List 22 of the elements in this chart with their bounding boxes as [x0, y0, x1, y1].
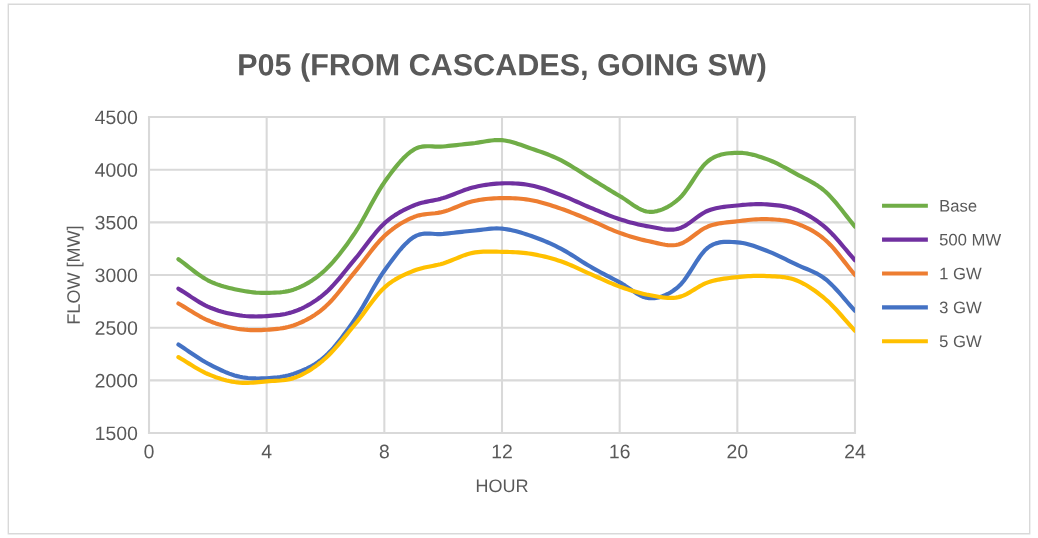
legend-label: Base	[940, 200, 977, 212]
x-tick-label: 8	[379, 444, 389, 459]
y-tick-label: 4000	[95, 163, 138, 177]
y-tick-label: 2500	[95, 321, 138, 335]
x-axis-title: HOUR	[476, 479, 528, 493]
y-tick-label: 3500	[95, 215, 138, 230]
y-tick-label: 1500	[96, 426, 138, 441]
y-tick-label: 2000	[95, 373, 138, 388]
x-tick-label: 16	[610, 444, 630, 459]
x-tick-label: 20	[727, 444, 748, 459]
x-tick-label: 24	[845, 444, 866, 459]
y-tick-label: 3000	[95, 268, 138, 283]
legend-label: 3 GW	[939, 301, 982, 314]
legend-label: 500 MW	[939, 233, 1002, 246]
y-tick-label: 4500	[95, 110, 138, 125]
x-tick-label: 12	[492, 444, 512, 459]
y-axis-title: FLOW [MW]	[66, 226, 84, 324]
legend-label: 1 GW	[940, 267, 982, 280]
x-tick-label: 0	[144, 444, 154, 459]
x-tick-label: 4	[261, 444, 272, 459]
chart-title: P05 (FROM CASCADES, GOING SW)	[239, 53, 766, 82]
legend-label: 5 GW	[939, 335, 982, 348]
